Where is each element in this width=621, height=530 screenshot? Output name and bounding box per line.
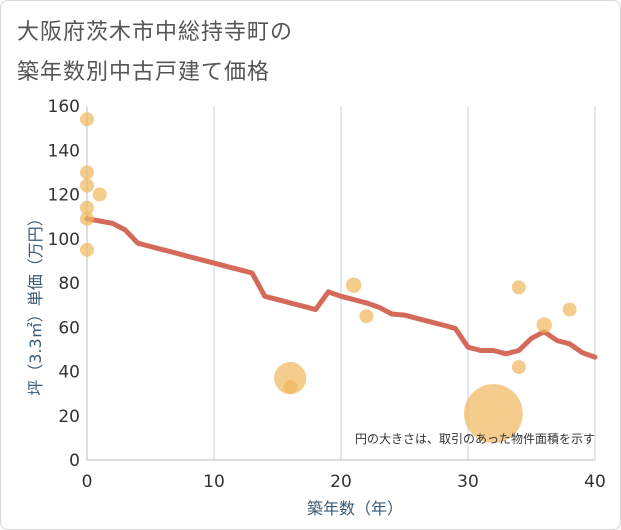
axes [86,106,595,461]
grid-lines [213,106,596,460]
data-point [464,384,523,443]
data-point [80,165,94,180]
y-tick-label: 160 [48,97,80,117]
y-tick-label: 80 [58,274,80,294]
size-note: 円の大きさは、取引のあった物件面積を示す [355,431,595,446]
data-point [80,112,94,127]
data-point [80,211,94,226]
chart-title-line1: 大阪府茨木市中総持寺町の [17,20,294,45]
chart-title-line2: 築年数別中古戸建て価格 [17,60,271,85]
data-point [80,242,94,257]
y-axis-label: 坪（3.3㎡）単価（万円） [26,210,45,395]
x-axis-label: 築年数（年） [307,499,403,518]
data-point [92,187,107,202]
x-tick-label: 0 [82,472,93,492]
y-tick-label: 100 [48,230,80,250]
data-point [346,277,362,293]
y-tick-label: 40 [58,363,80,383]
y-tick-label: 140 [48,141,80,161]
trend-line-group [84,216,598,360]
data-points [80,112,577,443]
y-tick-label: 0 [69,451,80,471]
tick-labels: 0 10 20 30 40 0 20 40 60 80 100 120 140 160 [48,97,606,492]
data-point [562,302,577,317]
data-point [511,360,526,375]
trend-line [84,216,598,360]
data-point [359,309,374,324]
x-tick-label: 10 [203,472,225,492]
data-point [511,280,526,295]
x-tick-label: 40 [584,472,606,492]
y-tick-label: 60 [58,318,80,338]
data-point [283,379,298,394]
data-point [80,200,94,215]
y-tick-label: 20 [58,407,80,427]
data-point [536,317,552,333]
x-tick-label: 30 [457,472,479,492]
data-point [80,178,94,193]
data-point [274,362,307,395]
y-tick-label: 120 [48,186,80,206]
x-tick-label: 20 [330,472,352,492]
